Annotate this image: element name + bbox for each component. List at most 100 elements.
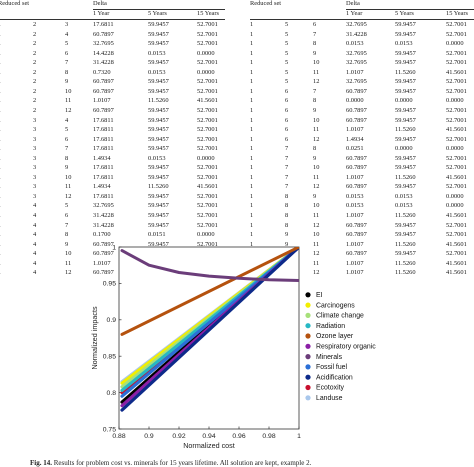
legend-label: Acidification bbox=[316, 374, 353, 381]
x-tick-label: 0.96 bbox=[232, 433, 245, 440]
table-cell: 10 bbox=[65, 87, 72, 95]
table-cell: 59.9457 bbox=[395, 21, 416, 28]
table-cell: 60.7897 bbox=[346, 116, 367, 124]
table-cell: 59.9457 bbox=[148, 212, 169, 219]
table-cell: 1.0107 bbox=[346, 68, 364, 76]
table-cell: 9 bbox=[313, 106, 317, 114]
table-cell: 1 bbox=[0, 164, 1, 172]
table-cell: 41.5601 bbox=[446, 240, 467, 248]
x-tick-label: 0.94 bbox=[202, 433, 215, 440]
table-cell: 4 bbox=[33, 212, 37, 219]
table-cell: 59.9457 bbox=[148, 40, 169, 48]
table-cell: 59.9457 bbox=[148, 126, 169, 134]
table-cell: 2 bbox=[33, 97, 37, 105]
table-cell: 1 bbox=[250, 145, 254, 153]
legend-marker bbox=[305, 323, 311, 329]
table-cell: 0.0000 bbox=[395, 97, 413, 105]
table-cell: 4 bbox=[33, 240, 37, 248]
table-row: 1 4 9 60.7897 59.9457 52.7001 bbox=[0, 241, 225, 249]
table-cell: 1 bbox=[0, 136, 1, 144]
table-cell: 6 bbox=[65, 212, 69, 219]
table-row: 1 5 9 32.7695 59.9457 52.7001 bbox=[250, 50, 474, 58]
table-cell: 1 bbox=[0, 183, 1, 191]
table-cell: 52.7001 bbox=[446, 221, 467, 229]
x-tick-label: 0.92 bbox=[172, 433, 185, 440]
table-cell: 4 bbox=[33, 259, 37, 267]
table-cell: 4 bbox=[33, 250, 37, 258]
table-cell: 3 bbox=[33, 164, 37, 172]
table-cell: 3 bbox=[33, 135, 37, 143]
legend-label: Ozone layer bbox=[316, 333, 354, 340]
col-15-years-header: 15 Years bbox=[197, 10, 220, 17]
table-cell: 0.0000 bbox=[446, 40, 464, 48]
col-1-year-header: 1 Year bbox=[93, 10, 110, 17]
table-cell: 0.0153 bbox=[395, 202, 413, 210]
table-cell: 3 bbox=[33, 173, 37, 181]
table-row: 1 4 8 0.1700 0.0151 0.0000 bbox=[0, 231, 225, 239]
table-rule bbox=[250, 18, 474, 20]
table-cell: 0.0000 bbox=[395, 145, 413, 153]
table-cell: 7 bbox=[65, 145, 69, 153]
table-cell: 4 bbox=[33, 269, 37, 277]
table-row: 1 7 8 0.0251 0.0000 0.0000 bbox=[250, 145, 474, 153]
table-cell: 6 bbox=[285, 116, 289, 124]
legend-marker bbox=[305, 364, 311, 370]
table-cell: 1 bbox=[250, 212, 254, 219]
table-cell: 6 bbox=[285, 97, 289, 105]
table-cell: 32.7695 bbox=[93, 40, 114, 48]
table-cell: 2 bbox=[33, 21, 37, 28]
table-cell: 0.0000 bbox=[197, 68, 215, 76]
table-cell: 1 bbox=[250, 164, 254, 172]
table-cell: 1 bbox=[250, 49, 254, 57]
table-cell: 32.7695 bbox=[93, 202, 114, 210]
table-row: 1 8 12 60.7897 59.9457 52.7001 bbox=[250, 222, 474, 230]
table-cell: 52.7001 bbox=[446, 59, 467, 67]
table-row: 1 9 10 60.7897 59.9457 52.7001 bbox=[250, 231, 474, 239]
table-cell: 10 bbox=[65, 173, 72, 181]
table-row: 1 6 12 1.4934 59.9457 52.7001 bbox=[250, 136, 474, 144]
x-axis-label: Normalized cost bbox=[183, 441, 235, 450]
table-cell: 1 bbox=[250, 192, 254, 200]
table-cell: 6 bbox=[285, 87, 289, 95]
plot-frame bbox=[118, 246, 300, 430]
table-row: 1 5 10 32.7695 59.9457 52.7001 bbox=[250, 59, 474, 67]
table-cell: 11.5260 bbox=[395, 68, 416, 76]
table-cell: 0.7320 bbox=[93, 68, 111, 76]
table-cell: 9 bbox=[285, 231, 289, 239]
table-cell: 9 bbox=[313, 192, 317, 200]
table-cell: 0.0000 bbox=[346, 97, 364, 105]
figure-label: Fig. 14. bbox=[30, 459, 52, 467]
table-cell: 8 bbox=[65, 68, 69, 76]
table-row: 1 3 12 17.6811 59.9457 52.7001 bbox=[0, 193, 225, 201]
table-cell: 2 bbox=[33, 30, 37, 38]
table-row: 1 5 8 0.0153 0.0153 0.0000 bbox=[250, 40, 474, 48]
table-cell: 12 bbox=[313, 221, 320, 229]
table-cell: 14.4228 bbox=[93, 49, 114, 57]
table-cell: 52.7001 bbox=[446, 78, 467, 86]
x-tick-label: 1 bbox=[297, 433, 301, 440]
table-row: 1 3 11 1.4934 11.5260 41.5601 bbox=[0, 183, 225, 191]
legend-label: Radiation bbox=[316, 323, 345, 330]
table-cell: 0.0000 bbox=[446, 145, 464, 153]
table-cell: 1 bbox=[250, 21, 254, 28]
table-cell: 1 bbox=[0, 107, 1, 115]
table-cell: 2 bbox=[33, 78, 37, 86]
table-cell: 3 bbox=[33, 154, 37, 162]
table-cell: 41.5601 bbox=[446, 259, 467, 267]
table-cell: 1 bbox=[250, 78, 254, 86]
table-cell: 10 bbox=[313, 164, 320, 172]
table-cell: 59.9457 bbox=[395, 30, 416, 38]
table-row: 1 8 11 1.0107 11.5260 41.5601 bbox=[250, 212, 474, 220]
table-cell: 7 bbox=[285, 173, 289, 181]
table-cell: 1 bbox=[0, 193, 1, 201]
table-cell: 9 bbox=[65, 78, 69, 86]
table-cell: 9 bbox=[313, 49, 317, 57]
table-cell: 31.4228 bbox=[93, 212, 114, 219]
table-cell: 59.9457 bbox=[148, 221, 169, 229]
table-cell: 59.9457 bbox=[395, 78, 416, 86]
table-cell: 60.7897 bbox=[93, 87, 114, 95]
table-cell: 52.7001 bbox=[197, 40, 218, 48]
table-cell: 52.7001 bbox=[197, 202, 218, 210]
table-cell: 59.9457 bbox=[148, 164, 169, 172]
table-cell: 0.0000 bbox=[197, 49, 215, 57]
